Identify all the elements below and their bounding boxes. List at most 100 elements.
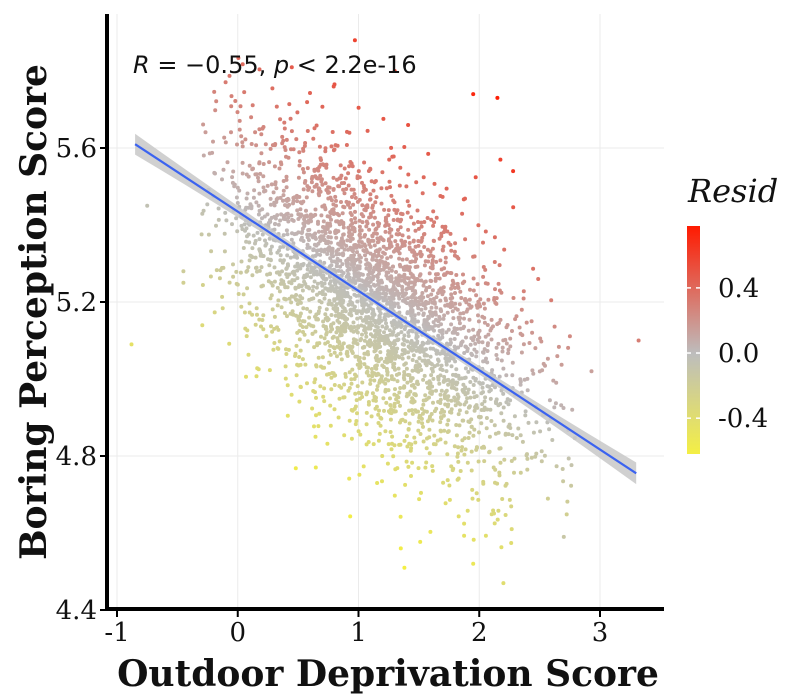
data-point	[453, 359, 458, 364]
data-point	[396, 283, 400, 287]
data-point	[355, 309, 360, 314]
data-point	[429, 217, 434, 222]
data-point	[437, 381, 442, 386]
data-point	[361, 303, 366, 308]
data-point	[499, 411, 504, 416]
data-point	[293, 285, 298, 290]
data-point	[443, 255, 448, 260]
data-point	[347, 230, 352, 235]
data-point	[471, 537, 476, 542]
data-point	[246, 265, 251, 270]
data-point	[421, 302, 426, 307]
data-point	[398, 442, 403, 447]
data-point	[377, 221, 382, 226]
data-point	[319, 334, 323, 339]
data-point	[386, 442, 391, 447]
data-point	[525, 452, 529, 457]
data-point	[448, 231, 453, 236]
data-point	[418, 272, 423, 277]
data-point	[367, 242, 372, 247]
data-point	[216, 217, 221, 222]
data-point	[484, 416, 489, 420]
data-point	[440, 331, 445, 336]
data-point	[466, 436, 471, 440]
data-point	[346, 183, 351, 188]
data-point	[377, 408, 381, 413]
y-tick-label: 4.8	[56, 442, 97, 472]
data-point	[429, 373, 434, 378]
data-point	[434, 259, 439, 264]
data-point	[446, 429, 451, 434]
data-point	[454, 382, 459, 387]
data-point	[414, 334, 419, 339]
data-point	[428, 297, 433, 302]
data-point	[435, 272, 440, 277]
data-point	[397, 371, 402, 376]
data-point	[429, 391, 434, 396]
data-point	[440, 224, 445, 229]
data-point	[361, 214, 366, 219]
data-point	[542, 453, 547, 458]
data-point	[331, 254, 335, 259]
data-point	[384, 186, 389, 191]
data-point	[239, 134, 244, 139]
data-point	[373, 339, 377, 344]
data-point	[452, 285, 457, 290]
data-point	[354, 293, 359, 298]
data-point	[489, 419, 494, 423]
data-point	[337, 345, 342, 350]
data-point	[229, 130, 233, 135]
data-point	[476, 414, 481, 419]
data-point	[422, 318, 427, 323]
data-point	[289, 237, 294, 242]
data-point	[335, 354, 339, 359]
data-point	[235, 229, 240, 234]
data-point	[438, 351, 443, 356]
data-point	[336, 415, 341, 420]
data-point	[411, 302, 416, 307]
data-point	[256, 203, 261, 208]
data-point	[364, 224, 369, 229]
data-point	[347, 386, 352, 390]
data-point	[402, 373, 407, 378]
data-point	[285, 204, 290, 209]
data-point	[307, 297, 312, 302]
data-point	[273, 182, 278, 187]
data-point	[457, 317, 462, 322]
data-point	[495, 357, 500, 362]
data-point	[375, 387, 379, 392]
data-point	[253, 322, 258, 327]
data-point	[402, 370, 407, 374]
data-point	[353, 209, 357, 214]
data-point	[449, 286, 454, 291]
data-point	[509, 459, 514, 463]
data-point	[363, 233, 367, 237]
data-point	[231, 262, 235, 267]
data-point	[403, 275, 408, 280]
data-point	[244, 334, 249, 339]
data-point	[313, 465, 318, 470]
data-point	[309, 215, 313, 220]
data-point	[422, 325, 427, 329]
data-point	[295, 199, 300, 204]
data-point	[362, 242, 367, 247]
data-point	[476, 313, 480, 318]
data-point	[511, 205, 516, 210]
data-point	[387, 328, 392, 333]
data-point	[365, 369, 370, 374]
data-point	[336, 184, 341, 189]
data-point	[538, 429, 543, 434]
data-point	[385, 301, 390, 306]
data-point	[254, 306, 259, 311]
data-point	[254, 200, 259, 205]
data-point	[476, 459, 481, 464]
data-point	[345, 349, 350, 354]
data-point	[384, 291, 389, 296]
data-point	[428, 346, 433, 351]
data-point	[281, 193, 286, 198]
data-point	[263, 142, 268, 147]
data-point	[296, 175, 301, 180]
data-point	[257, 317, 262, 322]
data-point	[567, 334, 572, 339]
data-point	[248, 202, 253, 207]
